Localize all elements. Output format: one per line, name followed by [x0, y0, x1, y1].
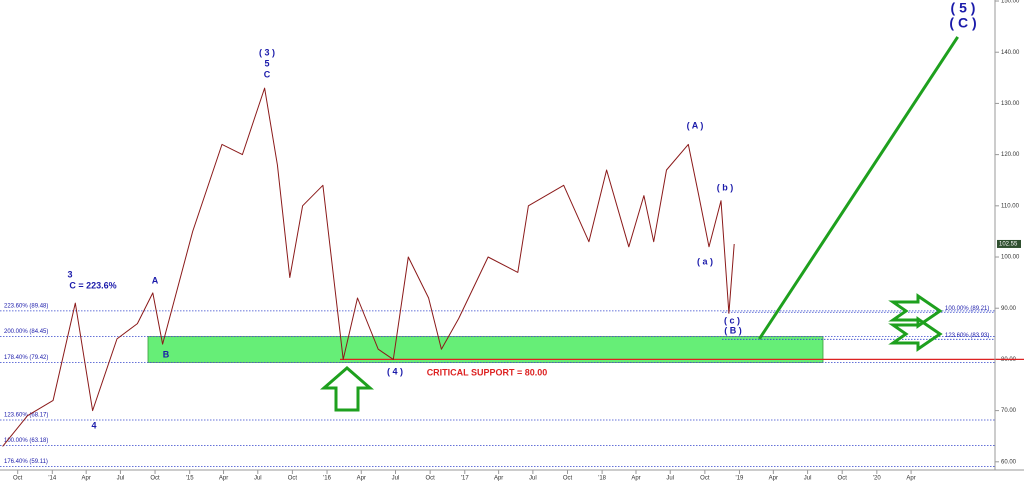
x-tick-label: Apr — [357, 476, 366, 482]
fib-label: 123.60% (68.17) — [4, 413, 48, 419]
wave-label: CRITICAL SUPPORT = 80.00 — [427, 367, 548, 377]
x-tick-label: Apr — [906, 476, 915, 482]
wave-label: B — [163, 349, 170, 359]
x-tick-label: Jul — [254, 476, 262, 482]
x-tick-label: '16 — [323, 476, 331, 482]
x-tick-label: Apr — [494, 476, 503, 482]
wave-label: C = 223.6% — [69, 280, 116, 290]
last-price-box — [997, 239, 1021, 248]
y-tick-label: 110.00 — [1001, 203, 1020, 209]
x-tick-label: Jul — [117, 476, 125, 482]
x-tick-label: Apr — [631, 476, 640, 482]
support-zone — [147, 336, 824, 363]
price-line — [758, 36, 959, 340]
wave-label: 5 — [264, 58, 269, 68]
x-tick-label: Oct — [838, 476, 848, 482]
fib-label: 200.00% (84.45) — [4, 329, 48, 335]
fib-label: 223.60% (89.48) — [4, 303, 48, 309]
wave-label: ( a ) — [697, 256, 713, 266]
y-tick-label: 130.00 — [1001, 101, 1020, 107]
wave-label: ( A ) — [687, 120, 704, 130]
wave-label: ( c ) — [724, 315, 740, 325]
x-tick-label: Oct — [288, 476, 298, 482]
wave-label: ( B ) — [724, 325, 742, 335]
x-tick-label: Apr — [82, 476, 91, 482]
price-line — [2, 87, 735, 447]
fib-label: 178.40% (79.42) — [4, 355, 48, 361]
wave-label: 3 — [67, 269, 72, 279]
x-tick-label: '14 — [48, 476, 56, 482]
up-arrow — [319, 366, 375, 412]
x-tick-label: Oct — [563, 476, 573, 482]
x-tick-label: Apr — [219, 476, 228, 482]
x-tick-label: '19 — [736, 476, 744, 482]
y-tick-label: 90.00 — [1001, 306, 1017, 312]
x-tick-label: Jul — [804, 476, 812, 482]
x-tick-label: Oct — [150, 476, 160, 482]
x-tick-label: '18 — [598, 476, 606, 482]
wave-label: ( 5 ) — [951, 0, 976, 16]
wave-label: A — [152, 275, 159, 285]
fib-label: 100.00% (63.18) — [4, 438, 48, 444]
right-arrow — [888, 316, 943, 352]
wave-label: 4 — [91, 420, 96, 430]
wave-label: ( 4 ) — [387, 366, 403, 376]
fib-label: 176.40% (59.11) — [4, 459, 48, 465]
x-tick-label: '15 — [186, 476, 194, 482]
x-tick-label: Apr — [769, 476, 778, 482]
last-price: 102.55 — [999, 242, 1018, 248]
x-tick-label: Oct — [425, 476, 435, 482]
y-tick-label: 70.00 — [1001, 408, 1017, 414]
x-tick-label: '20 — [873, 476, 881, 482]
x-tick-label: Jul — [392, 476, 400, 482]
wave-label: ( 3 ) — [259, 47, 275, 57]
wave-label: ( C ) — [949, 15, 976, 31]
wave-label: C — [264, 69, 271, 79]
y-tick-label: 100.00 — [1001, 255, 1020, 261]
x-tick-label: Oct — [13, 476, 23, 482]
wave-label: ( b ) — [717, 182, 734, 192]
x-tick-label: Jul — [666, 476, 674, 482]
y-tick-label: 150.00 — [1001, 0, 1020, 5]
x-tick-label: Jul — [529, 476, 537, 482]
y-tick-label: 140.00 — [1001, 50, 1020, 56]
y-tick-label: 120.00 — [1001, 152, 1020, 158]
fib-label: 100.00% (89.21) — [945, 306, 989, 312]
x-tick-label: '17 — [461, 476, 469, 482]
fib-label: 123.60% (83.93) — [945, 333, 989, 339]
y-tick-label: 60.00 — [1001, 459, 1017, 465]
x-tick-label: Oct — [700, 476, 710, 482]
